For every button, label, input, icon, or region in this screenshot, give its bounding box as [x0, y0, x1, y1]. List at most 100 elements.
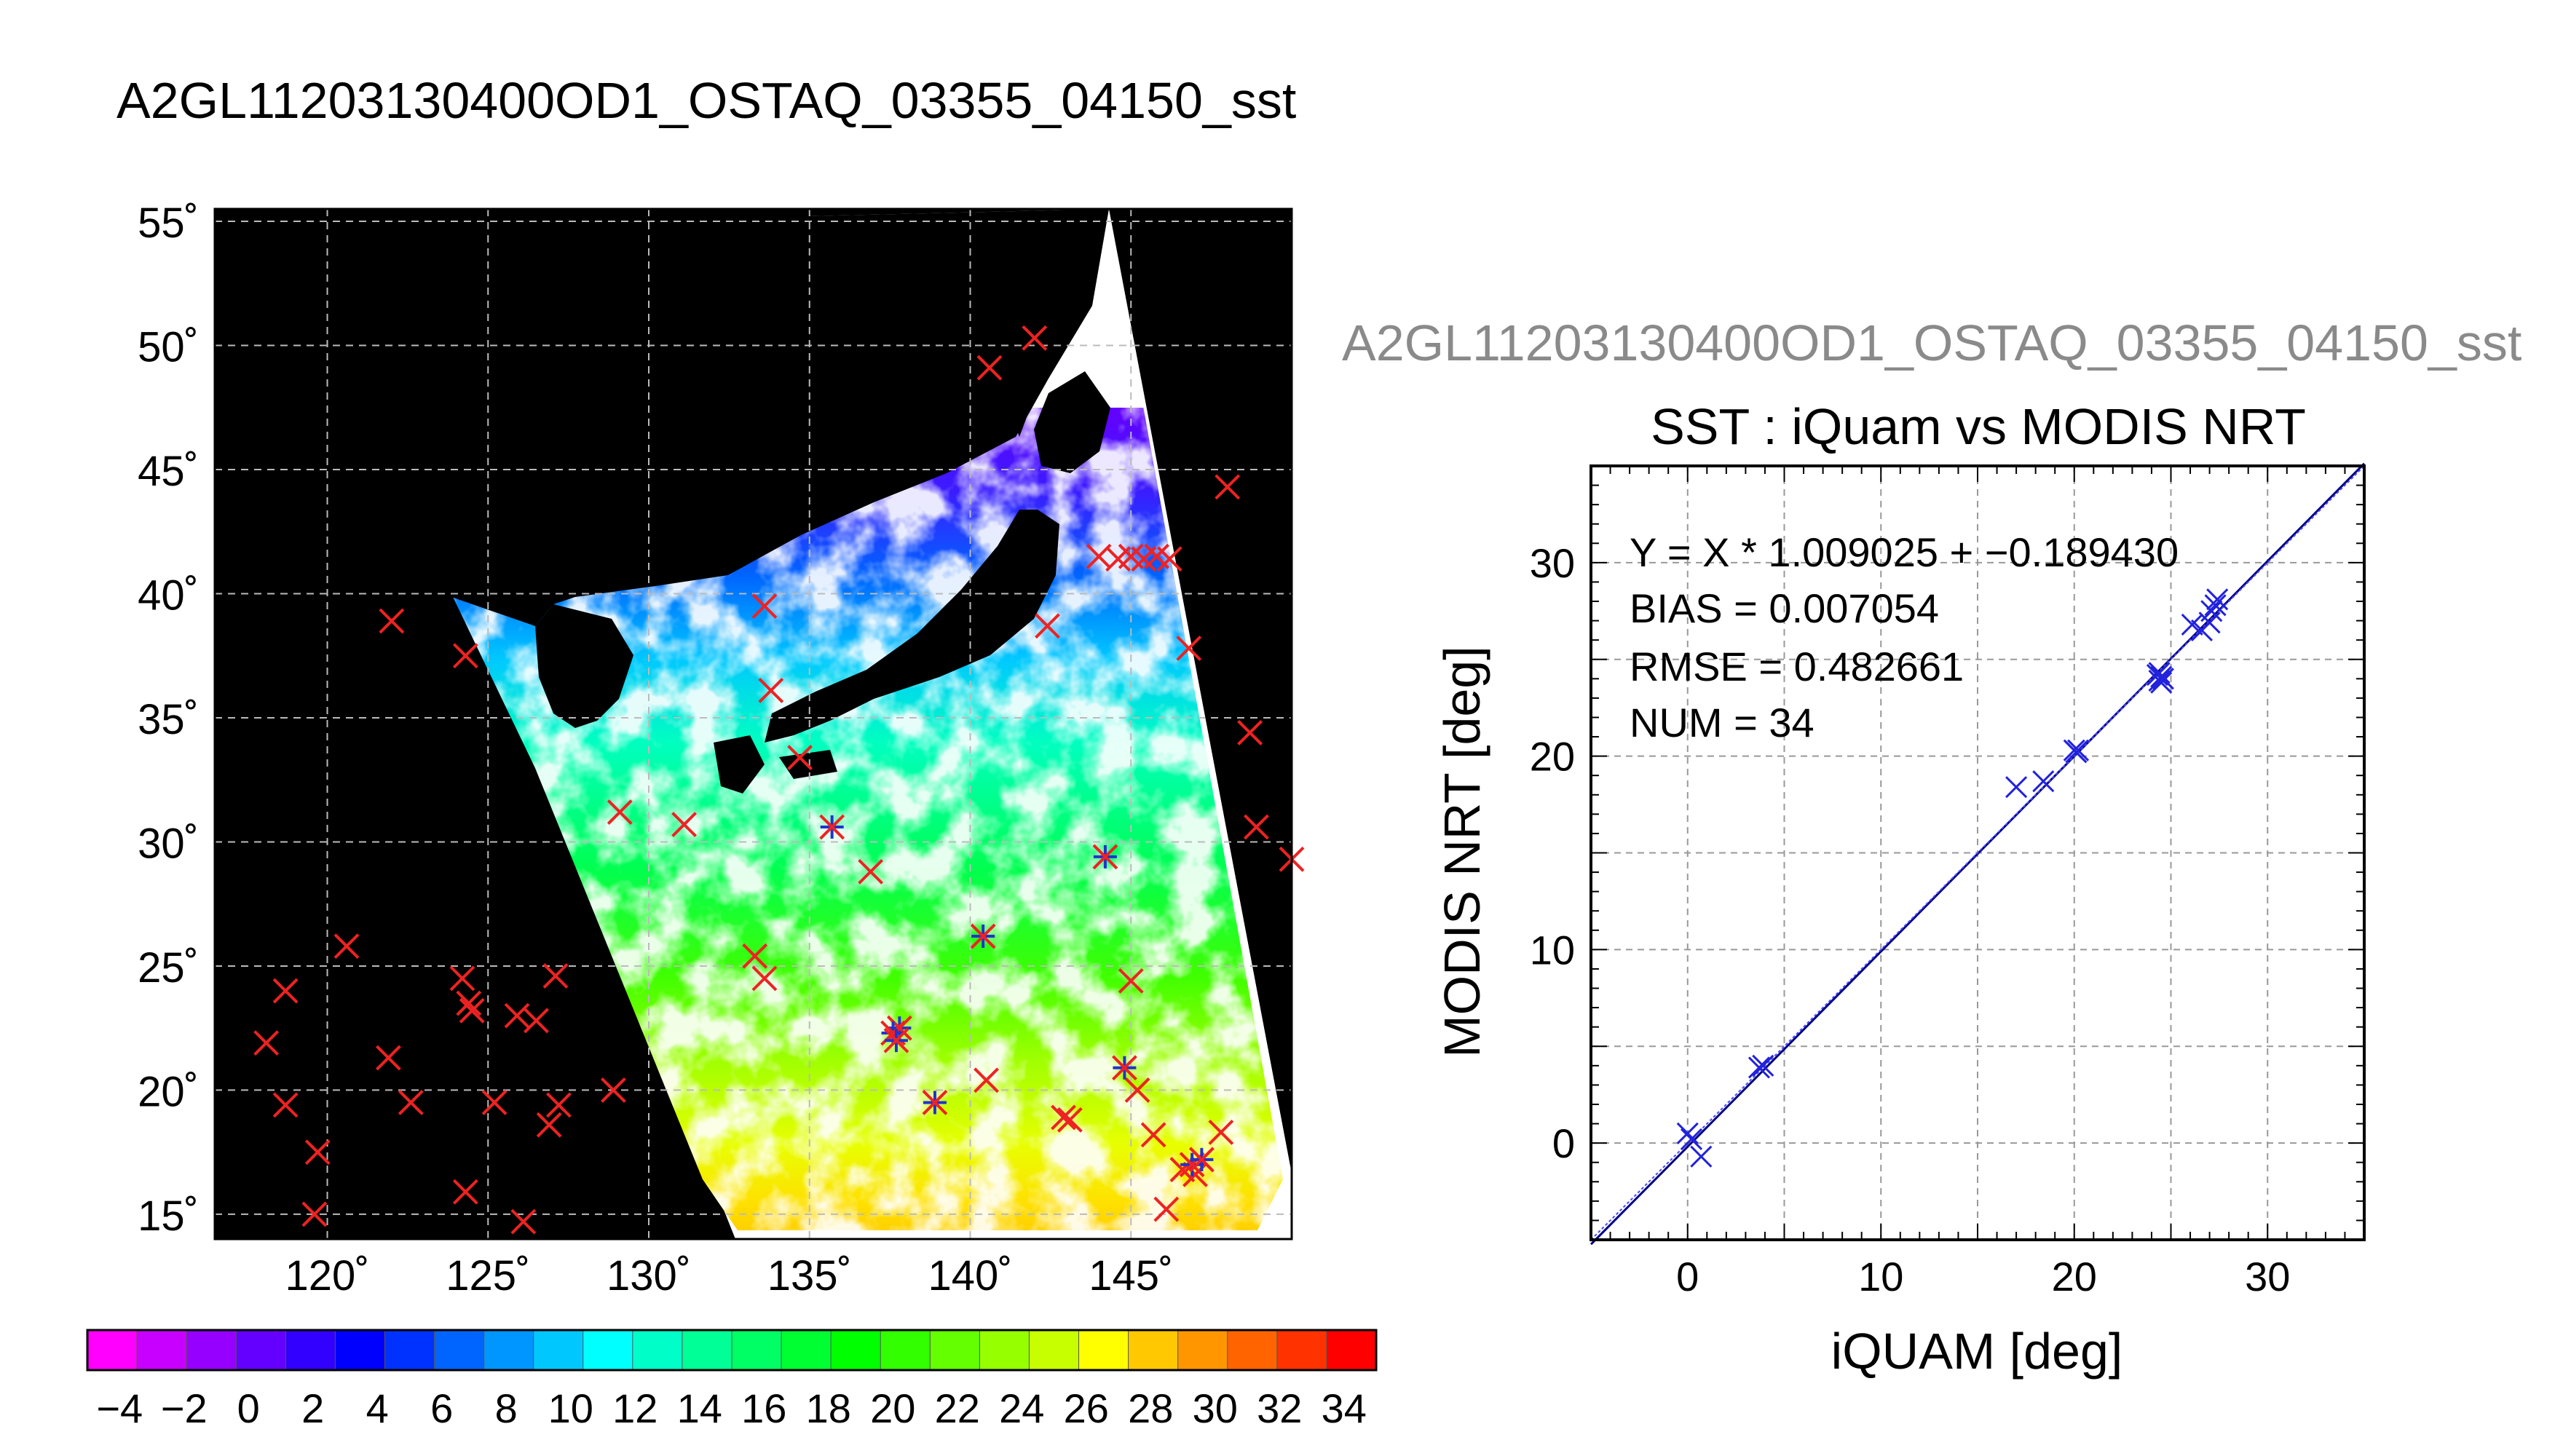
colorbar-cell	[682, 1330, 732, 1370]
colorbar-tick-label: −2	[161, 1385, 208, 1431]
map-matched-marker	[1092, 844, 1118, 870]
colorbar-tick-labels: −4 −2 0 2 4 6 8 10 12 14 16 18 20 22 24 26 28 30 32 34	[96, 1385, 1367, 1431]
scatter-title: SST : iQuam vs MODIS NRT	[1651, 398, 2306, 455]
map-matched-marker	[819, 814, 845, 840]
y-axis-label: MODIS NRT [deg]	[1434, 646, 1490, 1057]
map-lat-tick-label: 30˚	[138, 820, 199, 867]
colorbar-tick-label: 16	[741, 1385, 786, 1431]
stats-bias: BIAS = 0.007054	[1630, 585, 1939, 631]
scatter-y-tick-label: 30	[1530, 540, 1575, 586]
colorbar-cell	[335, 1330, 386, 1370]
map-matchup-marker	[787, 745, 813, 770]
colorbar-cell	[533, 1330, 584, 1370]
colorbar-cell	[1227, 1330, 1278, 1370]
colorbar-tick-label: 30	[1193, 1385, 1238, 1431]
scatter-gray-title: A2GL11203130400OD1_OSTAQ_03355_04150_sst	[1342, 314, 2522, 371]
scatter-y-tick-label: 0	[1552, 1120, 1575, 1166]
colorbar-cell	[1177, 1330, 1228, 1370]
main-title: A2GL11203130400OD1_OSTAQ_03355_04150_sst	[117, 72, 1296, 129]
colorbar-tick-label: 8	[495, 1385, 518, 1431]
colorbar-cell	[434, 1330, 485, 1370]
map-matchup-marker	[510, 1208, 537, 1235]
colorbar-tick-label: 34	[1322, 1385, 1367, 1431]
map-matchup-marker	[751, 593, 778, 619]
scatter-minor-ticks	[1591, 466, 2364, 1240]
map-lat-tick-label: 35˚	[138, 696, 199, 743]
map-matchup-marker	[1237, 720, 1263, 745]
map-matchup-marker	[976, 355, 1003, 381]
map-matchup-marker	[1118, 968, 1144, 994]
colorbar-tick-label: 32	[1257, 1385, 1302, 1431]
scatter-x-tick-label: 0	[1676, 1254, 1699, 1299]
map-matchup-marker	[974, 1067, 999, 1093]
map-matched-marker	[1112, 1055, 1137, 1081]
map-matchup-marker	[452, 643, 478, 669]
scatter-point	[1680, 1128, 1703, 1150]
colorbar-cell	[880, 1330, 931, 1370]
colorbar-tick-label: 26	[1064, 1385, 1109, 1431]
map-matchup-marker	[253, 1030, 280, 1056]
scatter-y-tick-labels: 0 10 20 30	[1530, 540, 1575, 1166]
colorbar-cell	[732, 1330, 783, 1370]
scatter-x-tick-label: 30	[2245, 1254, 2290, 1299]
map-matchup-marker	[1124, 1077, 1150, 1103]
map-matchup-marker	[524, 1008, 549, 1034]
scatter-frame	[1590, 464, 2366, 1241]
colorbar-cell	[137, 1330, 188, 1370]
colorbar-cell	[632, 1330, 683, 1370]
map-matchup-marker	[504, 1002, 530, 1029]
colorbar-cell	[781, 1330, 832, 1370]
scatter-x-tick-label: 10	[1858, 1254, 1903, 1299]
stats-fit: Y = X * 1.009025 + −0.189430	[1630, 529, 2179, 575]
map-matched-marker	[970, 923, 996, 949]
map-matchup-marker	[272, 978, 299, 1004]
map-matchup-marker	[607, 799, 633, 825]
map-matchup-marker	[379, 608, 405, 634]
map-matched-marker	[922, 1090, 948, 1115]
map-matchup-marker	[751, 965, 778, 992]
colorbar-cell	[186, 1330, 237, 1370]
map-lat-tick-label: 20˚	[138, 1068, 199, 1115]
map-matchup-marker	[1022, 325, 1048, 351]
map-lat-tick-label: 55˚	[138, 199, 199, 247]
colorbar: −4 −2 0 2 4 6 8 10 12 14 16 18 20 22 24 26 28 30 32 34	[86, 1329, 1378, 1431]
map-lat-tick-label: 45˚	[138, 448, 199, 495]
colorbar-tick-label: 2	[301, 1385, 324, 1431]
scatter-point	[2152, 668, 2174, 690]
colorbar-tick-label: 12	[612, 1385, 657, 1431]
scatter-y-tick-label: 10	[1530, 927, 1575, 973]
map-matchup-marker	[545, 1092, 572, 1118]
map-lon-tick-label: 135˚	[767, 1252, 852, 1299]
scatter-x-tick-labels: 0 10 20 30	[1676, 1254, 2290, 1299]
scatter-point	[2005, 776, 2028, 799]
scatter-point	[2032, 770, 2055, 793]
stats-num: NUM = 34	[1630, 700, 1814, 745]
colorbar-tick-label: 24	[999, 1385, 1044, 1431]
map-lat-tick-label: 15˚	[138, 1192, 199, 1240]
map-matchup-marker	[375, 1045, 401, 1071]
colorbar-tick-label: 28	[1128, 1385, 1173, 1431]
scatter-panel: A2GL11203130400OD1_OSTAQ_03355_04150_sst…	[1342, 314, 2522, 1380]
colorbar-cell	[1128, 1330, 1179, 1370]
colorbar-cell	[1276, 1330, 1327, 1370]
map-markers	[253, 325, 1305, 1235]
map-matchup-marker	[601, 1077, 626, 1103]
colorbar-tick-label: 14	[677, 1385, 722, 1431]
map-matchup-marker	[272, 1092, 299, 1118]
map-matchup-marker	[481, 1090, 508, 1115]
x-axis-label: iQUAM [deg]	[1831, 1323, 2123, 1380]
scatter-point	[2150, 671, 2173, 694]
stats-rmse: RMSE = 0.482661	[1630, 644, 1964, 689]
colorbar-tick-label: 20	[870, 1385, 915, 1431]
map-lon-tick-label: 130˚	[607, 1252, 691, 1299]
map-matchup-marker	[758, 678, 784, 703]
colorbar-cell	[1078, 1330, 1129, 1370]
map-matchup-marker	[1208, 1119, 1234, 1145]
map-matchup-marker	[1153, 1196, 1180, 1222]
map-lat-tick-label: 50˚	[138, 324, 199, 371]
colorbar-cell	[930, 1330, 981, 1370]
map-matched-marker	[883, 1027, 909, 1053]
map-matchup-marker	[542, 963, 569, 989]
map-matchup-marker	[1140, 1122, 1166, 1148]
